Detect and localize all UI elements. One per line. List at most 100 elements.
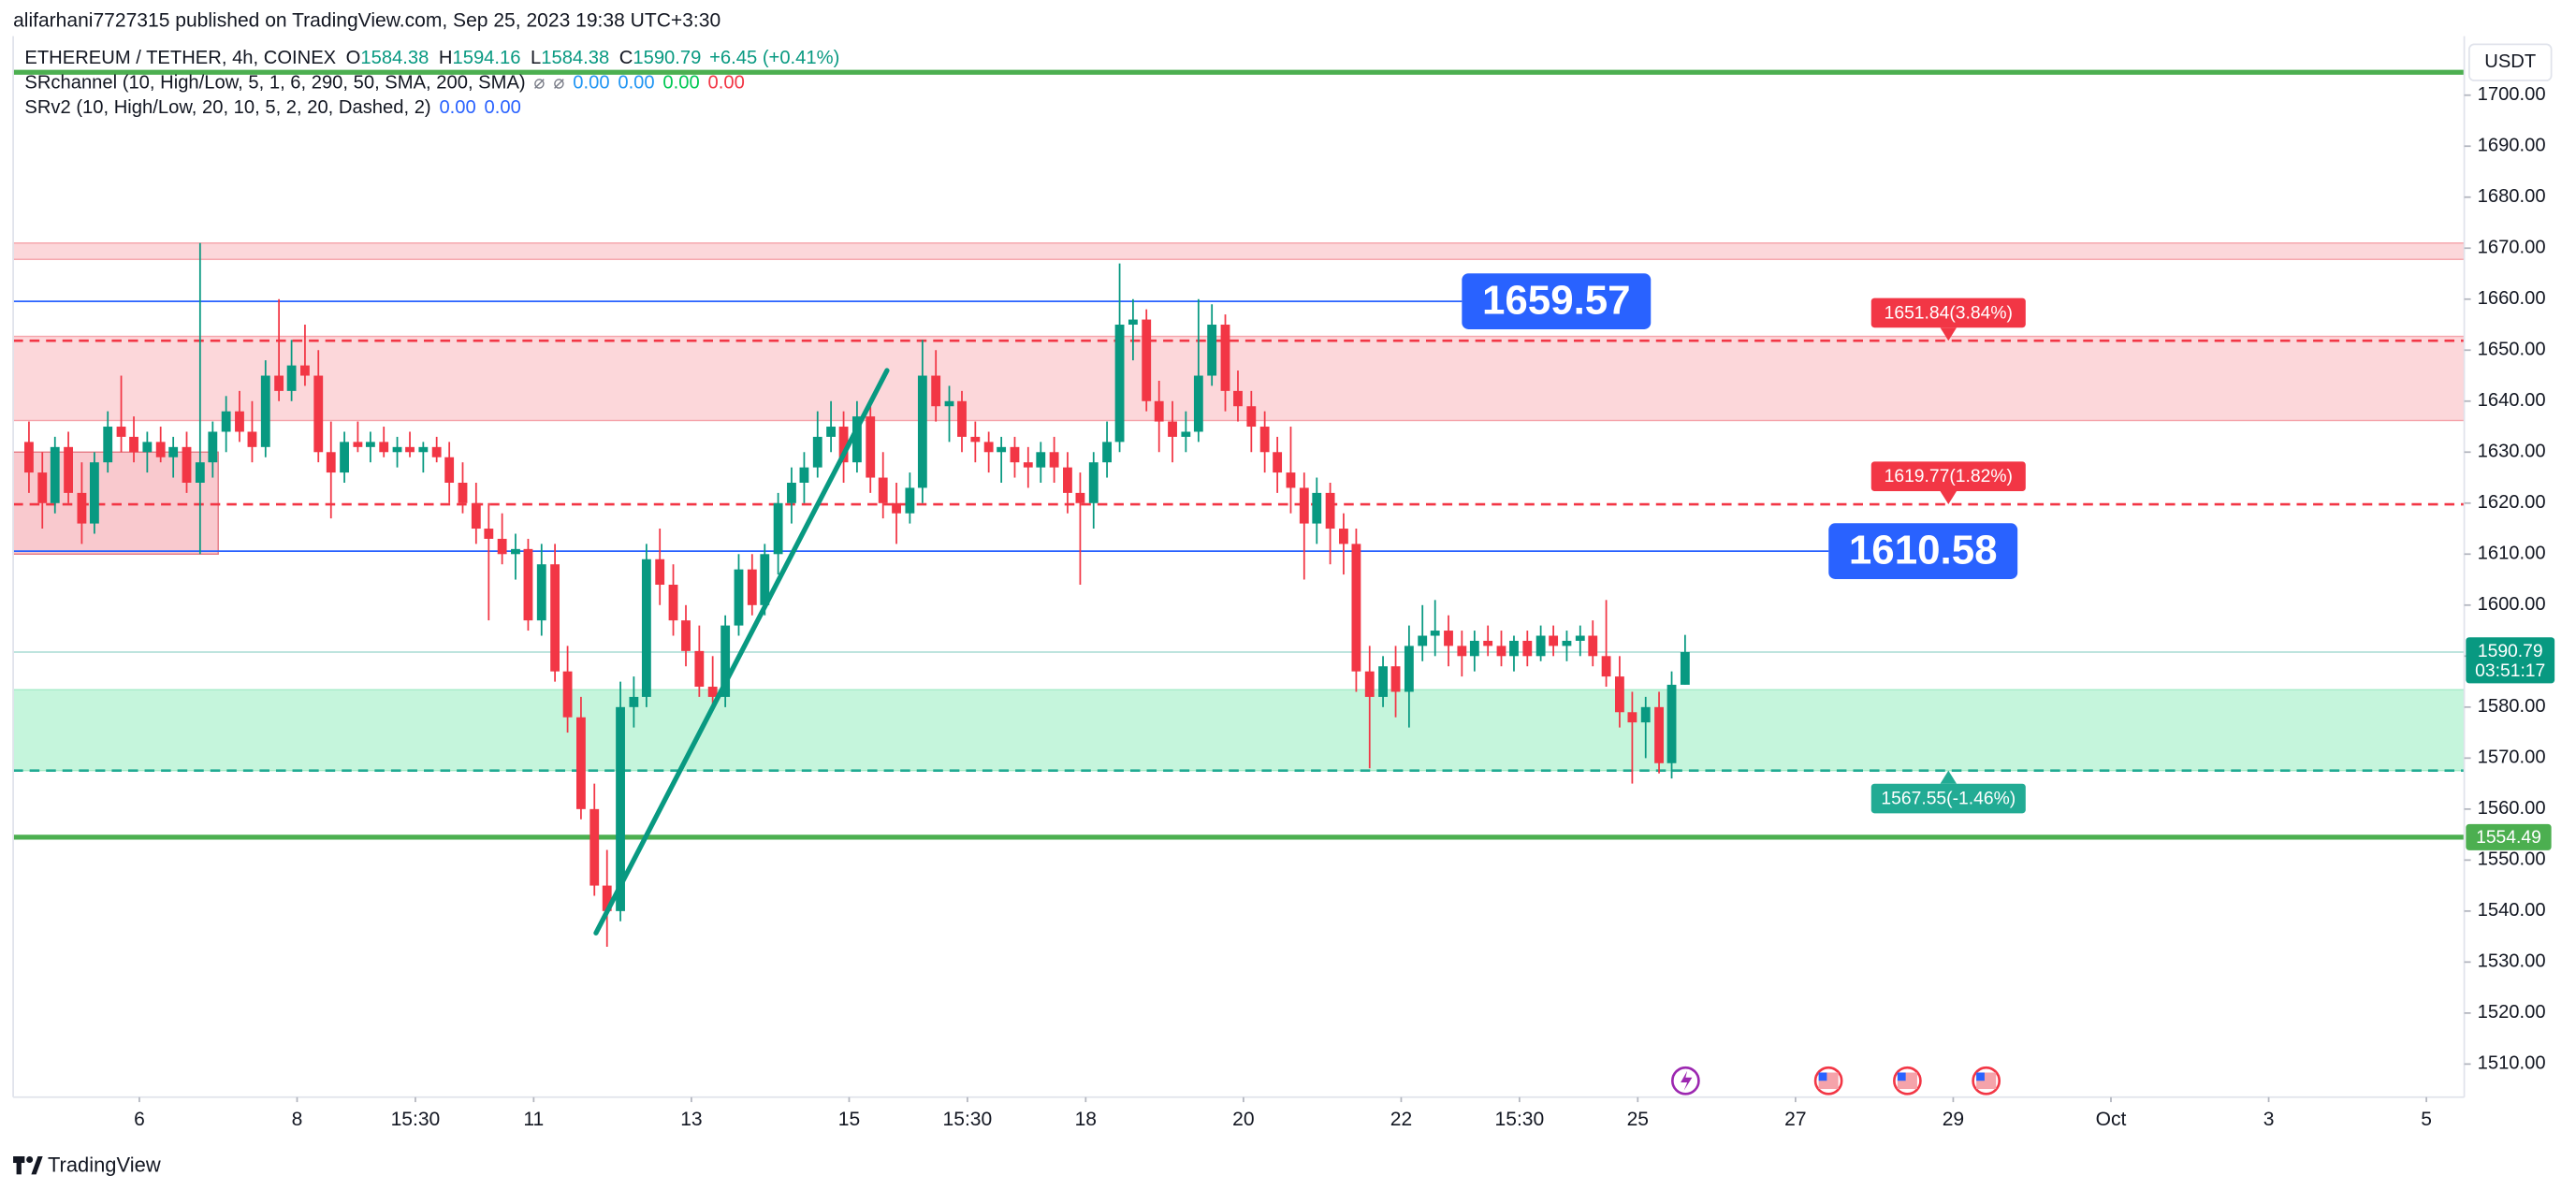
y-tick-label: 1630.00	[2478, 442, 2546, 462]
candle-body	[1063, 467, 1072, 493]
candle-body	[1549, 635, 1559, 646]
y-tick-label: 1520.00	[2478, 1002, 2546, 1023]
candle-body	[195, 462, 205, 483]
indicator-value: 0.00	[708, 73, 745, 94]
candle-body	[892, 502, 901, 514]
y-tick-label: 1610.00	[2478, 544, 2546, 564]
candle-body	[602, 885, 612, 911]
candle-body	[983, 442, 994, 453]
x-tick-label: 5	[2421, 1109, 2432, 1130]
candle-body	[970, 436, 981, 443]
level-tag-label: 1651.84(3.84%)	[1885, 303, 2013, 323]
candle-body	[340, 442, 349, 473]
legend-value: 1594.16	[453, 49, 521, 69]
logo-part	[31, 1156, 43, 1175]
candle-body	[931, 375, 941, 407]
candle-body	[64, 446, 73, 493]
candle-body	[37, 472, 48, 503]
y-tick-label: 1690.00	[2478, 136, 2546, 156]
candle-body	[1088, 462, 1099, 503]
level-box	[1828, 523, 2018, 579]
y-tick-label: 1640.00	[2478, 390, 2546, 411]
candle-body	[694, 650, 705, 688]
logo-part	[16, 1156, 22, 1175]
indicator-name: SRchannel (10, High/Low, 5, 1, 6, 290, 5…	[24, 73, 525, 94]
candle-body	[1233, 390, 1243, 407]
level-tag-pointer	[1940, 490, 1957, 505]
x-tick-label: 18	[1075, 1109, 1097, 1130]
candle-body	[655, 559, 665, 586]
x-tick-label: 15:30	[943, 1109, 993, 1130]
candle-body	[444, 457, 455, 483]
flag	[1976, 1072, 1985, 1081]
candle-body	[1075, 492, 1085, 503]
legend: ETHEREUM / TETHER, 4h, COINEX O1584.38 H15…	[24, 49, 839, 69]
y-tick-label: 1650.00	[2478, 340, 2546, 360]
candle-body	[208, 431, 218, 463]
candle-body	[326, 452, 336, 473]
x-tick-label: 27	[1784, 1109, 1806, 1130]
candle-body	[458, 482, 468, 503]
x-tick-label: 8	[292, 1109, 303, 1130]
brand-logo	[13, 1156, 43, 1175]
trendline	[593, 368, 890, 936]
event-icons[interactable]	[1671, 1066, 2001, 1096]
y-tick-label: 1670.00	[2478, 238, 2546, 258]
indicator-value: 0.00	[618, 73, 654, 94]
candle-body	[418, 446, 429, 453]
candle-body	[129, 436, 138, 453]
candle-body	[235, 411, 244, 432]
candle-body	[1666, 684, 1677, 763]
indicator-value: 0.00	[439, 97, 475, 118]
last-price-box	[2466, 637, 2555, 684]
countdown: 03:51:17	[2475, 661, 2545, 681]
legend-value: 1590.79	[633, 49, 701, 69]
y-tick-label: 1660.00	[2478, 288, 2546, 309]
candle-body	[1010, 446, 1020, 463]
indicator-legend: SRchannel (10, High/Low, 5, 1, 6, 290, 5…	[24, 73, 744, 94]
candle-body	[1364, 671, 1375, 697]
candle-body	[1614, 676, 1624, 713]
plot-area	[12, 69, 2466, 948]
candle-body	[1193, 375, 1203, 432]
currency-box[interactable]	[2467, 43, 2553, 81]
y-tick-label: 1510.00	[2478, 1053, 2546, 1074]
candle-body	[773, 502, 783, 555]
candle-body	[536, 564, 546, 621]
legend-change: +6.45 (+0.41%)	[709, 49, 839, 69]
candle-body	[1207, 325, 1217, 376]
last-price-label: 1590.79	[2478, 642, 2543, 661]
candle-body	[575, 717, 586, 809]
symbol: ETHEREUM / TETHER, 4h, COINEX	[24, 49, 336, 69]
candle-body	[1154, 400, 1164, 422]
axis-label: 1554.49	[2476, 828, 2541, 848]
candle-body	[221, 411, 231, 432]
candle-body	[116, 427, 126, 437]
candle-body	[484, 529, 494, 539]
candle-body	[1023, 462, 1033, 468]
x-tick-label: 13	[680, 1109, 702, 1130]
candle-body	[24, 442, 34, 473]
level-tag-pointer	[1940, 327, 1957, 341]
candle-body	[944, 400, 954, 407]
x-tick-label: 20	[1232, 1109, 1254, 1130]
candle-body	[1168, 421, 1177, 437]
candle-body	[1049, 452, 1059, 468]
indicator-legend: SRv2 (10, High/Low, 20, 10, 5, 2, 20, Da…	[24, 97, 520, 118]
candle-body	[353, 442, 363, 447]
candle-body	[681, 620, 691, 651]
y-tick-label: 1530.00	[2478, 951, 2546, 972]
candle-body	[1114, 325, 1125, 443]
flag	[1897, 1072, 1906, 1081]
event-glyph	[1681, 1070, 1693, 1091]
candle-body	[589, 808, 600, 886]
candle-body	[747, 569, 757, 605]
candle-body	[707, 687, 718, 697]
candle-body	[1627, 712, 1637, 723]
x-tick-label: 11	[523, 1109, 544, 1130]
y-tick-label: 1580.00	[2478, 696, 2546, 717]
indicator-value: 0.00	[662, 73, 699, 94]
y-tick-label: 1540.00	[2478, 900, 2546, 921]
candle-body	[851, 416, 862, 463]
candle-body	[1036, 452, 1046, 468]
